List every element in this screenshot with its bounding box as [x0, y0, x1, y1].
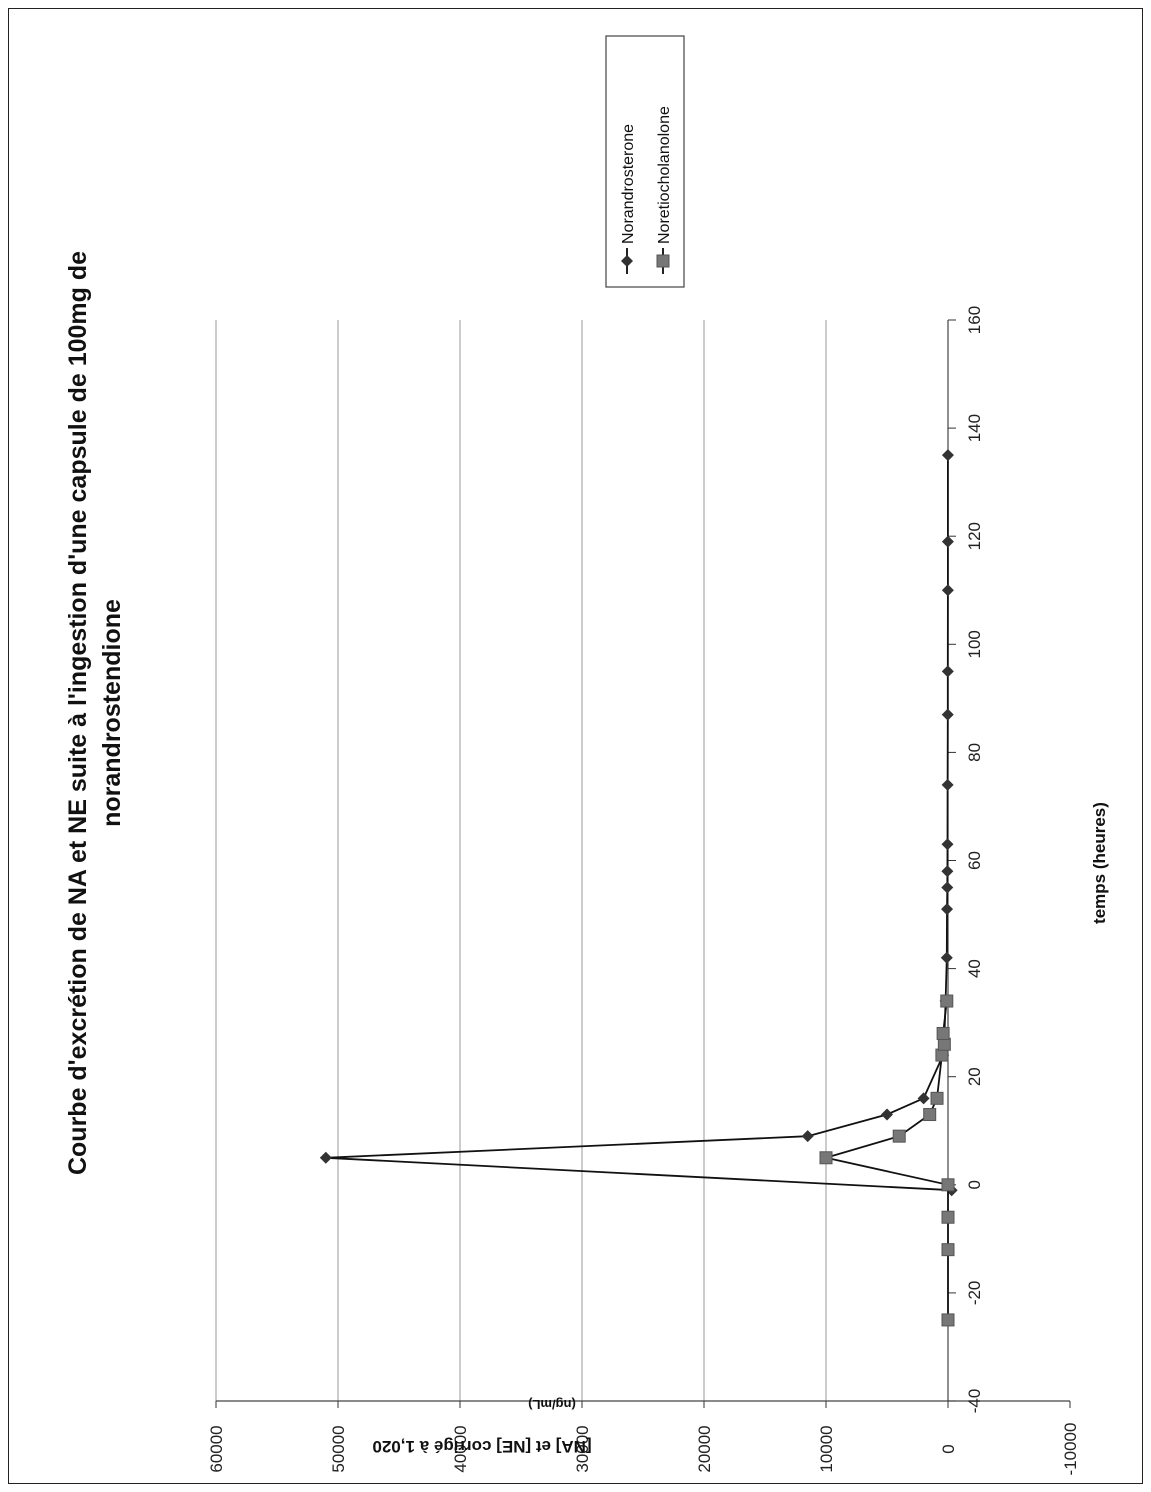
legend-marker-square	[656, 254, 670, 268]
data-point-norandrosterone	[941, 665, 954, 678]
x-axis-title: temps (heures)	[1090, 802, 1109, 924]
x-tick-label: 140	[965, 414, 984, 442]
chart-title-line-1: Courbe d'excrétion de NA et NE suite à l…	[64, 251, 92, 1175]
x-tick-label: 20	[965, 1067, 984, 1086]
data-point-noretiocholanolone	[940, 994, 954, 1008]
data-point-noretiocholanolone	[923, 1108, 937, 1122]
legend: Norandrosterone Noretiocholanolone	[605, 35, 685, 288]
series-line-norandrosterone	[325, 455, 952, 1192]
data-point-noretiocholanolone	[930, 1091, 944, 1105]
data-point-noretiocholanolone	[892, 1129, 906, 1143]
y-tick-label: -10000	[1061, 1423, 1080, 1476]
legend-label-norandrosterone: Norandrosterone	[620, 124, 637, 244]
data-point-norandrosterone	[941, 778, 954, 791]
x-tick-label: 80	[965, 743, 984, 762]
data-point-norandrosterone	[940, 951, 953, 964]
data-point-noretiocholanolone	[941, 1313, 955, 1327]
legend-label-noretiocholanolone: Noretiocholanolone	[656, 106, 673, 244]
data-point-norandrosterone	[917, 1092, 930, 1105]
data-point-norandrosterone	[941, 584, 954, 597]
y-tick-label: 30000	[573, 1425, 592, 1472]
x-tick-label: 40	[965, 959, 984, 978]
page-frame	[8, 8, 1143, 1484]
series-line-noretiocholanolone	[825, 1000, 949, 1320]
x-tick-label: 160	[965, 306, 984, 334]
plot-area	[215, 320, 827, 1401]
y-tick-label: 0	[939, 1444, 958, 1453]
data-point-norandrosterone	[319, 1151, 332, 1164]
y-tick-label: 60000	[207, 1425, 226, 1472]
y-tick-label: 50000	[329, 1425, 348, 1472]
legend-marker-diamond	[621, 255, 633, 267]
data-point-noretiocholanolone	[937, 1037, 951, 1051]
data-point-noretiocholanolone	[941, 1210, 955, 1224]
x-tick-label: 60	[965, 851, 984, 870]
data-point-noretiocholanolone	[941, 1243, 955, 1257]
data-point-noretiocholanolone	[941, 1178, 955, 1192]
data-point-norandrosterone	[941, 838, 954, 851]
legend-box	[605, 35, 685, 288]
data-point-norandrosterone	[941, 865, 954, 878]
x-tick-label: 100	[965, 630, 984, 658]
x-tick-label: 120	[965, 522, 984, 550]
data-point-norandrosterone	[941, 881, 954, 894]
data-point-norandrosterone	[941, 449, 954, 462]
y-tick-label: 20000	[695, 1425, 714, 1472]
data-point-noretiocholanolone	[936, 1026, 950, 1040]
y-tick-label: 40000	[451, 1425, 470, 1472]
data-point-norandrosterone	[941, 708, 954, 721]
y-axis-unit: (ng/mL)	[528, 1397, 576, 1412]
chart-title-line-2: norandrostendione	[98, 599, 126, 827]
data-point-norandrosterone	[881, 1108, 893, 1121]
y-axis-title: [NA] et [NE] corrigé à 1,020	[372, 1437, 591, 1456]
legend-item-norandrosterone: Norandrosterone	[620, 124, 637, 274]
tick-labels: -10000 0 10000 20000 30000 40000 50000 60000 -40…	[207, 306, 1080, 1476]
data-marks	[319, 449, 958, 1327]
data-point-norandrosterone	[801, 1130, 814, 1143]
legend-item-noretiocholanolone: Noretiocholanolone	[656, 106, 673, 274]
x-tick-label: -20	[965, 1281, 984, 1306]
data-point-noretiocholanolone	[819, 1151, 833, 1165]
x-tick-label: -40	[965, 1389, 984, 1414]
x-tick-label: 0	[965, 1180, 984, 1189]
data-point-norandrosterone	[941, 535, 954, 548]
data-point-norandrosterone	[941, 903, 954, 916]
y-tick-label: 10000	[817, 1425, 836, 1472]
data-point-noretiocholanolone	[935, 1048, 949, 1062]
